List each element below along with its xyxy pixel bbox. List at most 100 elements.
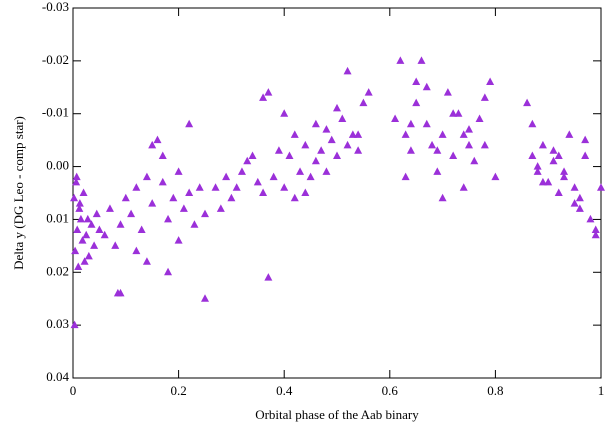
data-point [169, 193, 178, 202]
data-point [164, 214, 173, 223]
data-point [185, 119, 194, 128]
data-point [491, 172, 500, 181]
data-point [127, 209, 136, 218]
data-point [459, 130, 468, 138]
data-point [195, 183, 204, 191]
data-point [549, 156, 558, 165]
data-point [422, 82, 431, 91]
data-point [75, 204, 84, 212]
data-point [333, 151, 341, 159]
x-tick-label: 0.4 [276, 383, 293, 398]
data-point [87, 220, 96, 228]
data-point [327, 135, 336, 144]
data-point [401, 130, 410, 138]
data-point [591, 225, 600, 233]
data-point [83, 214, 92, 223]
data-point [259, 188, 268, 196]
y-tick-label: 0.00 [46, 158, 69, 173]
data-point [364, 88, 373, 96]
data-point [570, 183, 579, 191]
data-point [396, 56, 405, 64]
data-point [433, 146, 442, 154]
data-point [264, 273, 273, 281]
data-point [132, 183, 141, 191]
data-point [412, 98, 421, 107]
data-point [412, 77, 421, 85]
data-point [523, 98, 532, 107]
data-point [158, 177, 167, 186]
data-point [528, 151, 537, 159]
data-point [216, 204, 225, 212]
data-point [470, 156, 479, 165]
data-point [528, 119, 537, 128]
data-point [359, 98, 368, 107]
data-point [428, 140, 437, 149]
data-point [459, 183, 468, 191]
y-tick-label: -0.01 [42, 105, 69, 120]
data-point [290, 193, 299, 202]
data-point [70, 320, 79, 329]
data-point [227, 193, 236, 202]
data-point [71, 246, 80, 255]
data-point [174, 236, 183, 244]
data-point [248, 151, 257, 159]
data-point [354, 146, 363, 154]
data-point [322, 125, 331, 133]
x-tick-label: 0.6 [382, 383, 399, 398]
data-point [75, 199, 84, 207]
data-point [406, 119, 415, 128]
data-point [70, 193, 79, 202]
data-point [280, 109, 289, 117]
x-tick-label: 0.8 [487, 383, 503, 398]
data-point [72, 177, 81, 186]
data-point [438, 193, 447, 202]
x-axis-label: Orbital phase of the Aab binary [255, 407, 419, 422]
data-point [438, 130, 447, 138]
data-point [575, 204, 584, 212]
data-point [538, 140, 547, 149]
data-point [111, 241, 120, 249]
data-point [73, 225, 82, 233]
data-point [179, 204, 188, 212]
data-point [280, 183, 289, 191]
data-point [90, 241, 99, 249]
data-point [137, 225, 146, 233]
data-point [533, 162, 542, 170]
data-point [449, 109, 458, 117]
x-tick-label: 0 [70, 383, 77, 398]
y-axis-label: Delta y (DG Leo - comp star) [11, 116, 26, 270]
data-point [185, 188, 194, 196]
data-point [301, 188, 310, 196]
data-point [317, 146, 326, 154]
data-point [565, 130, 574, 138]
data-point [95, 225, 104, 233]
data-point [554, 151, 563, 159]
data-point [311, 156, 320, 165]
data-point [105, 204, 114, 212]
data-point [311, 119, 320, 128]
data-point [164, 267, 173, 276]
x-tick-label: 0.2 [170, 383, 186, 398]
plot-frame [72, 7, 602, 379]
data-point [201, 209, 209, 218]
data-point [433, 167, 442, 175]
data-point [475, 114, 484, 122]
data-point [454, 109, 463, 117]
data-point [354, 130, 363, 138]
data-point [84, 251, 93, 260]
data-point [243, 156, 252, 165]
data-point [333, 103, 341, 112]
data-point [232, 183, 241, 191]
data-point [92, 209, 101, 218]
data-point [560, 167, 569, 175]
data-point [174, 167, 183, 175]
data-point [285, 151, 294, 159]
data-point [201, 294, 209, 302]
data-point [301, 140, 310, 149]
data-point [121, 193, 130, 202]
data-point [343, 140, 352, 149]
data-point [597, 183, 605, 191]
data-point [338, 114, 347, 122]
data-point [148, 199, 157, 207]
